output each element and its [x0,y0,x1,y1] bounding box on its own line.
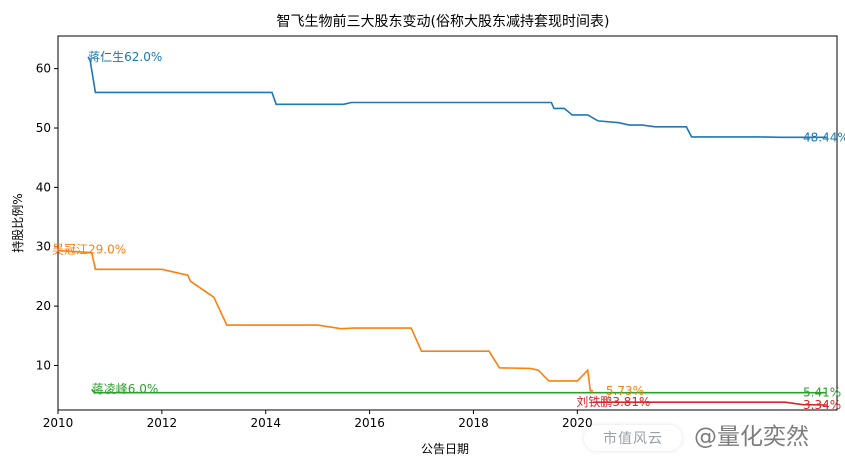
y-axis-label: 持股比例% [10,193,25,252]
axes: 2010 2012 2014 2016 2018 2020 10 20 30 40 50 60 蒋仁生6… [36,50,845,430]
plot-area [58,56,827,406]
series-start-label: 吴冠江29.0% [52,243,126,257]
series-end-label: 5.73% [606,384,644,398]
y-tick-label: 40 [36,180,51,194]
watermark-badge: 市值风云 [584,425,682,451]
series-end-label: 48.44% [803,130,845,144]
series-line-0 [87,56,827,139]
series-line-2 [91,388,827,394]
x-tick-label: 2018 [458,416,489,430]
series-end-label: 3.34% [803,398,841,412]
plot-frame [57,35,838,411]
series-start-label: 蒋仁生62.0% [88,50,162,64]
y-tick-label: 10 [36,358,51,372]
x-tick-label: 2016 [354,416,385,430]
x-tick-label: 2010 [43,416,74,430]
series-line-1 [58,249,593,392]
x-tick-label: 2014 [250,416,281,430]
series-start-label: 蒋凌峰6.0% [92,382,159,396]
x-axis-label: 公告日期 [421,442,469,456]
series-start-label: 刘铁鹏3.81% [576,395,650,409]
series-end-label: 5.41% [803,386,841,400]
x-tick-label: 2020 [562,416,593,430]
y-tick-label: 60 [36,62,51,76]
y-tick-label: 50 [36,121,51,135]
chart-title: 智飞生物前三大股东变动(俗称大股东减持套现时间表) [277,13,610,30]
y-tick-label: 20 [36,299,51,313]
watermark-brand: @量化奕然 [694,424,809,450]
y-tick-label: 30 [36,240,51,254]
x-tick-label: 2012 [147,416,178,430]
series-line-3 [592,401,827,406]
